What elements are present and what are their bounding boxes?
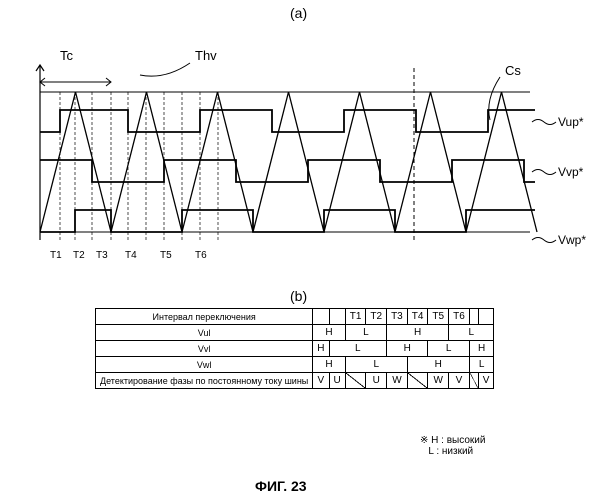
subfigure-label-a: (a) bbox=[290, 5, 307, 21]
col-header bbox=[313, 309, 329, 325]
table-header: Интервал переключения bbox=[96, 309, 313, 325]
col-header: T1 bbox=[345, 309, 366, 325]
row-label: Vvl bbox=[96, 341, 313, 357]
row-label: Vwl bbox=[96, 357, 313, 373]
table-cell: H bbox=[387, 325, 449, 341]
table-cell: W bbox=[428, 373, 449, 389]
col-header: T2 bbox=[366, 309, 387, 325]
signal-label: Vvp* bbox=[558, 165, 583, 179]
tick-label: T5 bbox=[160, 250, 172, 261]
phase-table: Интервал переключенияT1T2T3T4T5T6VulHLHL… bbox=[95, 308, 494, 389]
table-cell: U bbox=[366, 373, 387, 389]
table-cell: V bbox=[449, 373, 470, 389]
table-cell: L bbox=[428, 341, 469, 357]
signal-label: Vwp* bbox=[558, 233, 586, 247]
legend-l: L : низкий bbox=[428, 446, 473, 457]
table-cell: H bbox=[407, 357, 469, 373]
svg-text:Tc: Tc bbox=[60, 48, 74, 63]
table-cell: L bbox=[449, 325, 494, 341]
table-cell: L bbox=[329, 341, 387, 357]
table-cell: W bbox=[387, 373, 408, 389]
table-cell bbox=[407, 373, 428, 389]
svg-text:Cs: Cs bbox=[505, 63, 521, 78]
tick-label: T4 bbox=[125, 250, 137, 261]
table-cell: L bbox=[345, 325, 386, 341]
col-header bbox=[469, 309, 478, 325]
col-header: T5 bbox=[428, 309, 449, 325]
legend: ※ H : высокий L : низкий bbox=[420, 435, 485, 457]
table-cell bbox=[345, 373, 366, 389]
row-label: Детектирование фазы по постоянному току … bbox=[96, 373, 313, 389]
table-cell: V bbox=[478, 373, 494, 389]
tick-label: T6 bbox=[195, 250, 207, 261]
legend-h: H : высокий bbox=[431, 435, 485, 446]
col-header bbox=[329, 309, 345, 325]
figure-caption: ФИГ. 23 bbox=[255, 478, 307, 494]
tick-label: T2 bbox=[73, 250, 85, 261]
col-header: T6 bbox=[449, 309, 470, 325]
waveform-chart: Tc Thv Cs bbox=[10, 40, 570, 270]
table-cell bbox=[469, 373, 478, 389]
table-cell: H bbox=[313, 357, 345, 373]
table-cell: H bbox=[469, 341, 494, 357]
table-cell: H bbox=[387, 341, 428, 357]
col-header: T3 bbox=[387, 309, 408, 325]
subfigure-label-b: (b) bbox=[290, 288, 307, 304]
tick-label: T3 bbox=[96, 250, 108, 261]
table-cell: H bbox=[313, 341, 329, 357]
col-header bbox=[478, 309, 494, 325]
table-cell: L bbox=[345, 357, 407, 373]
tick-label: T1 bbox=[50, 250, 62, 261]
row-label: Vul bbox=[96, 325, 313, 341]
legend-star: ※ bbox=[420, 435, 428, 446]
table-cell: H bbox=[313, 325, 345, 341]
table-cell: U bbox=[329, 373, 345, 389]
svg-text:Thv: Thv bbox=[195, 48, 217, 63]
signal-label: Vup* bbox=[558, 115, 584, 129]
table-cell: V bbox=[313, 373, 329, 389]
col-header: T4 bbox=[407, 309, 428, 325]
table-cell: L bbox=[469, 357, 494, 373]
